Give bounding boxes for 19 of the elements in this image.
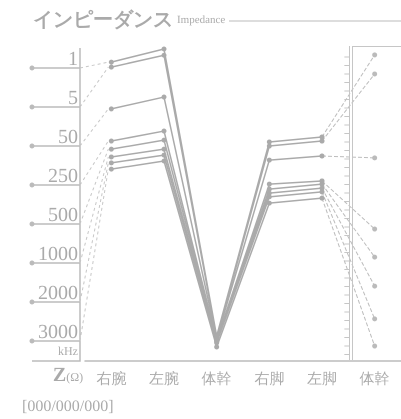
y-axis-title: Z(Ω) [52,364,84,387]
x-tick-label: 右腕 [96,370,126,388]
text: kHz [57,344,78,359]
x-tick-label: 右脚 [254,370,284,388]
x-tick-label: 左腕 [149,370,179,388]
text: 1000 [37,243,78,265]
text: 500 [47,204,78,226]
series-label: 1 [67,48,78,70]
chart-title: インピーダンス [33,6,173,33]
chart-subtitle: Impedance [177,14,226,26]
x-tick-label: 左脚 [307,370,337,388]
series-label: 50 [57,126,78,148]
series-label: 250 [47,165,78,187]
x-tick-label: 体幹 [202,370,232,388]
series-label: 5 [67,87,78,109]
text: 3000 [37,321,78,343]
text: 2000 [37,282,78,304]
text: [000/000/000] [22,398,114,416]
x-tick-label: 体幹 [360,370,390,388]
